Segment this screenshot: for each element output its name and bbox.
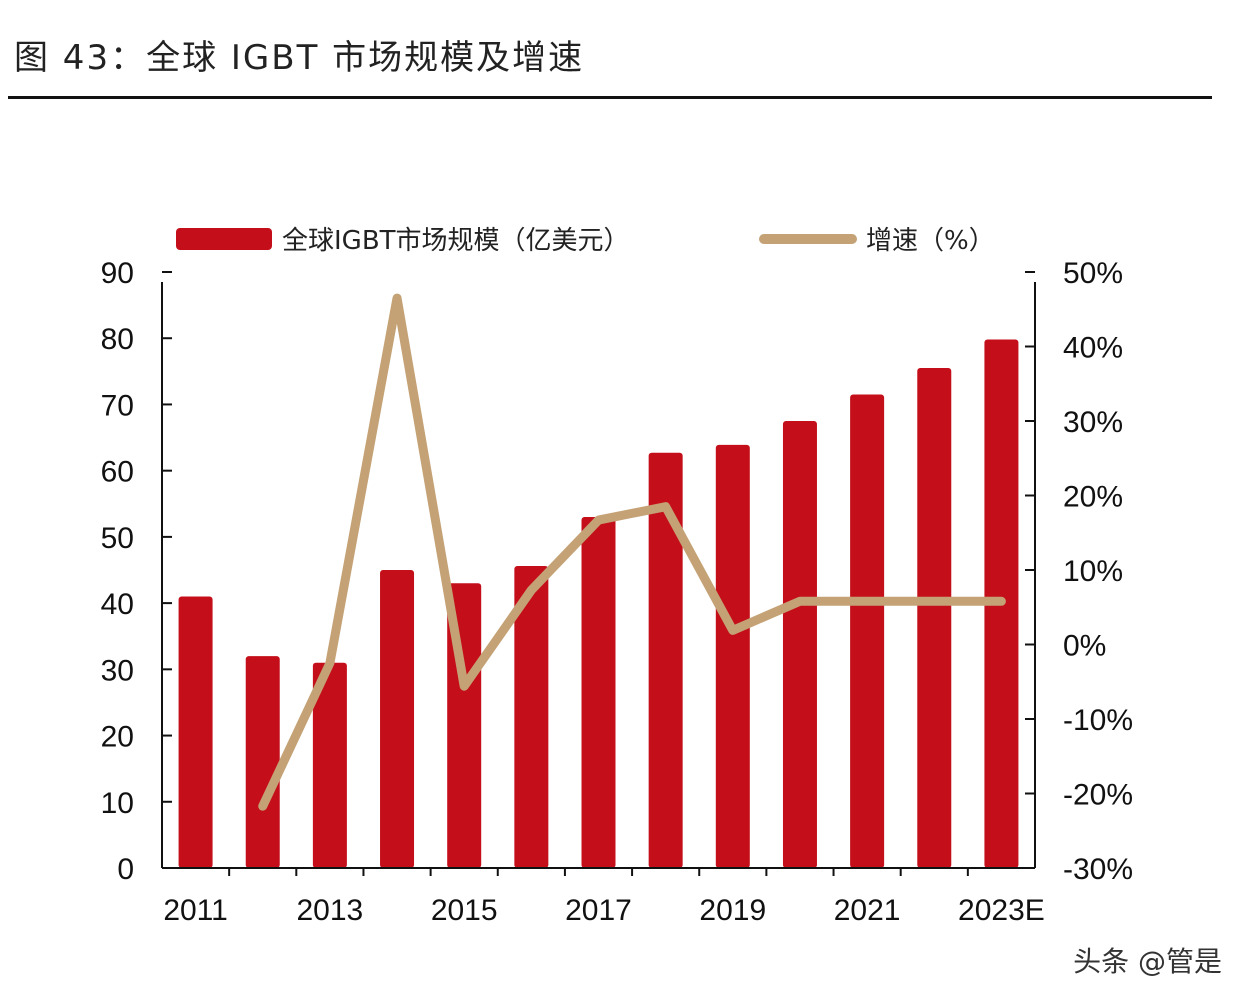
left-tick-label: 20: [101, 721, 134, 754]
growth-point-2021: [866, 600, 869, 603]
right-tick-label: 40%: [1063, 332, 1123, 365]
growth-point-2014: [396, 297, 399, 300]
x-tick-label: 2023E: [958, 894, 1045, 927]
x-tick-label: 2015: [431, 894, 498, 927]
left-tick-label: 40: [101, 588, 134, 621]
title-rule: [8, 96, 1212, 99]
bar-2020: [782, 421, 817, 868]
left-tick-label: 70: [101, 389, 134, 422]
growth-point-2020: [798, 600, 801, 603]
growth-line: [258, 293, 1006, 811]
bar-2021: [850, 394, 885, 868]
left-tick-label: 80: [101, 323, 134, 356]
bar-2013: [312, 662, 347, 868]
bar-2012: [245, 656, 280, 868]
right-tick-label: 20%: [1063, 481, 1123, 514]
bar-2018: [648, 452, 683, 868]
x-tick-label: 2019: [699, 894, 766, 927]
growth-point-2019: [731, 629, 734, 632]
right-tick-label: -30%: [1063, 853, 1133, 886]
left-tick-label: 0: [117, 853, 134, 886]
growth-point-2022: [933, 600, 936, 603]
bar-2019: [715, 444, 750, 868]
bar-2017: [581, 517, 616, 868]
growth-point-2013: [328, 662, 331, 665]
legend-label-bar: 全球IGBT市场规模（亿美元）: [282, 226, 630, 256]
chart-title: 图 43：全球 IGBT 市场规模及增速: [14, 38, 585, 78]
right-tick-label: -10%: [1063, 704, 1133, 737]
right-tick-label: 0%: [1063, 630, 1106, 663]
right-tick-label: -20%: [1063, 779, 1133, 812]
x-tick-label: 2013: [297, 894, 364, 927]
right-tick-label: 50%: [1063, 257, 1123, 290]
growth-point-2018: [664, 505, 667, 508]
x-tick-label: 2021: [834, 894, 901, 927]
growth-point-2016: [530, 589, 533, 592]
watermark: 头条 @管是: [1073, 945, 1222, 978]
legend-swatch-bar: [176, 228, 272, 250]
growth-point-2015: [463, 685, 466, 688]
growth-point-2023E: [1000, 600, 1003, 603]
x-tick-label: 2017: [565, 894, 632, 927]
x-tick-label: 2011: [163, 894, 228, 927]
bar-2016: [514, 566, 549, 868]
bar-2011: [178, 596, 213, 868]
bar-2022: [917, 368, 952, 868]
left-tick-label: 90: [101, 257, 134, 290]
left-tick-label: 30: [101, 654, 134, 687]
bar-2014: [380, 570, 415, 868]
legend-label-line: 增速（%）: [866, 226, 995, 256]
growth-point-2012: [261, 805, 264, 808]
left-tick-label: 60: [101, 456, 134, 489]
right-tick-label: 10%: [1063, 555, 1123, 588]
left-tick-label: 10: [101, 787, 134, 820]
right-tick-label: 30%: [1063, 406, 1123, 439]
left-tick-label: 50: [101, 522, 134, 555]
growth-point-2017: [597, 519, 600, 522]
